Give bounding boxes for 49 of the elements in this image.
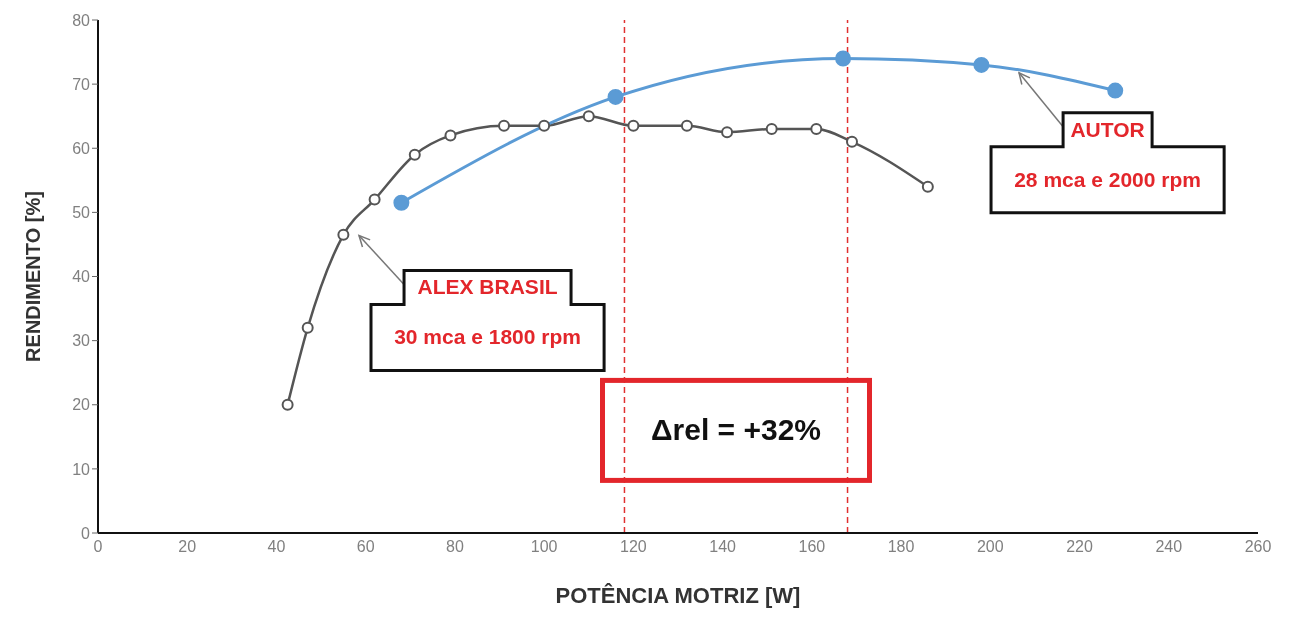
- y-tick-label: 40: [72, 268, 91, 286]
- x-tick-label: 260: [1244, 538, 1272, 556]
- point: [973, 56, 990, 73]
- point: [680, 119, 693, 132]
- point: [607, 88, 624, 105]
- y-tick-label: 80: [72, 11, 91, 29]
- point: [1107, 82, 1124, 99]
- point: [627, 119, 640, 132]
- text: AUTOR 28 mca e 2000 rpm: [1014, 117, 1201, 191]
- y-tick-label: 70: [72, 75, 91, 93]
- point: [281, 398, 294, 411]
- point: [765, 123, 778, 136]
- annotation: Δrel = +32%: [650, 413, 822, 447]
- x-tick-label: 120: [620, 538, 647, 556]
- y-tick-label: 0: [81, 524, 91, 542]
- x-tick-label: 220: [1066, 538, 1093, 556]
- x-tick-label: 240: [1155, 538, 1183, 556]
- point: [337, 228, 350, 241]
- x-tick-label: 140: [709, 538, 737, 556]
- text: ALEX BRASIL 30 mca e 1800 rpm: [394, 275, 581, 349]
- x-tick-label: 20: [178, 538, 197, 556]
- point: [582, 110, 595, 123]
- point: [538, 119, 551, 132]
- x-tick-label: 60: [356, 538, 375, 556]
- x-tick-label: 80: [446, 538, 464, 556]
- y-tick-label: 60: [72, 139, 91, 157]
- point: [444, 129, 457, 142]
- x-tick-label: 40: [267, 538, 286, 556]
- point: [721, 126, 734, 139]
- x-tick-label: 180: [887, 538, 915, 556]
- point: [368, 193, 381, 206]
- point: [408, 148, 421, 161]
- y-axis-title: RENDIMENTO [%]: [22, 191, 45, 362]
- x-axis-title: POTÊNCIA MOTRIZ [W]: [555, 583, 801, 608]
- point: [810, 123, 823, 136]
- y-tick-label: 20: [72, 396, 91, 414]
- x-tick-label: 160: [798, 538, 826, 556]
- point: [835, 50, 852, 67]
- point: [498, 119, 510, 132]
- x-tick-label: 0: [93, 538, 103, 556]
- point: [393, 194, 410, 211]
- y-tick-label: 50: [72, 204, 91, 222]
- point: [301, 321, 314, 334]
- x-tick-label: 200: [976, 538, 1004, 556]
- y-tick-label: 30: [72, 332, 91, 350]
- point: [846, 135, 858, 148]
- point: [921, 180, 934, 193]
- y-tick-label: 10: [72, 460, 91, 478]
- x-tick-label: 100: [530, 538, 558, 556]
